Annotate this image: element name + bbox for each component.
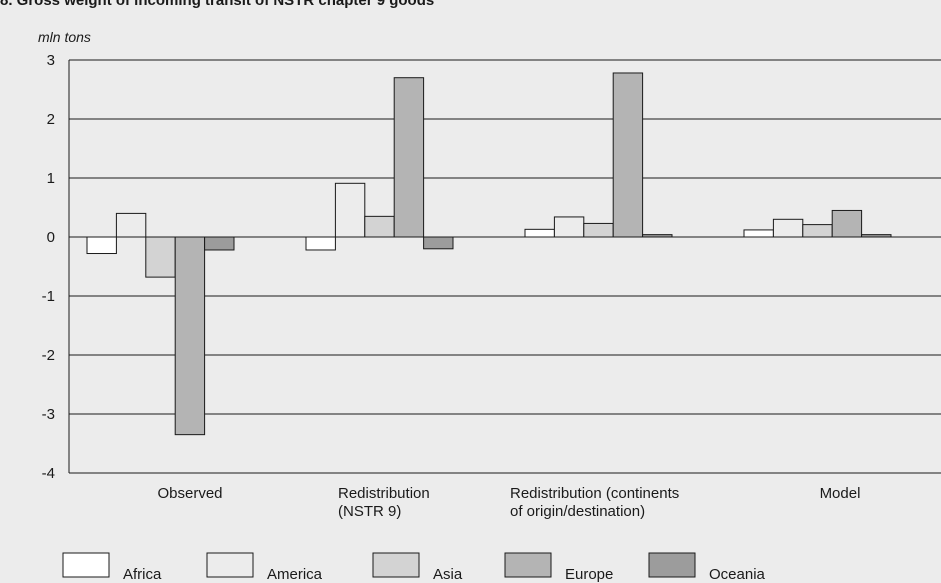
y-tick-label: 3 (47, 52, 55, 69)
legend-swatch-europe (504, 552, 552, 578)
legend-label-africa: Africa (123, 566, 162, 583)
bar-oceania (423, 236, 454, 250)
bar-asia (145, 236, 176, 278)
bar-europe (612, 72, 644, 238)
category-label: of origin/destination) (510, 503, 645, 520)
plot-background (0, 16, 941, 583)
legend-label-asia: Asia (433, 566, 463, 583)
y-tick-labels: 3 2 1 0 -1 -2 -3 -4 (42, 52, 55, 482)
chart-title: 8. Gross weight of incoming transit of N… (0, 0, 435, 9)
y-unit-label: mln tons (38, 29, 91, 45)
legend-label-america: America (267, 566, 323, 583)
bar-america (553, 216, 585, 238)
legend-swatch-africa (62, 552, 110, 578)
legend-label-europe: Europe (565, 566, 613, 583)
legend: Africa America Asia Europe Oceania (62, 552, 766, 583)
bar-america (772, 218, 804, 238)
bars (86, 72, 892, 436)
bar-africa (524, 228, 555, 238)
legend-swatch-america (206, 552, 254, 578)
bar-africa (305, 236, 336, 251)
category-label: (NSTR 9) (338, 503, 401, 520)
y-tick-label: -2 (42, 347, 55, 364)
bar-oceania (861, 234, 892, 238)
bar-europe (831, 209, 863, 238)
bar-asia (364, 215, 395, 238)
bar-europe (393, 77, 425, 238)
y-tick-label: -4 (42, 465, 55, 482)
bar-europe (174, 236, 206, 436)
y-tick-label: 1 (47, 170, 55, 187)
category-label: Redistribution (continents (510, 485, 679, 502)
bar-asia (802, 224, 833, 238)
category-labels: Observed Redistribution(NSTR 9) Redistribu… (157, 485, 860, 520)
legend-swatch-asia (372, 552, 420, 578)
category-label: Observed (157, 485, 222, 502)
category-label: Redistribution (338, 485, 430, 502)
y-tick-label: 2 (47, 111, 55, 128)
bar-oceania (642, 234, 673, 238)
bar-america (115, 212, 147, 238)
bar-oceania (204, 236, 235, 251)
bar-africa (743, 229, 774, 238)
y-tick-label: -3 (42, 406, 55, 423)
bar-asia (583, 222, 614, 238)
y-tick-label: -1 (42, 288, 55, 305)
legend-swatch-oceania (648, 552, 696, 578)
bar-africa (86, 236, 117, 255)
bar-america (334, 182, 366, 238)
y-tick-label: 0 (47, 229, 55, 246)
legend-label-oceania: Oceania (709, 566, 766, 583)
category-label: Model (820, 485, 861, 502)
